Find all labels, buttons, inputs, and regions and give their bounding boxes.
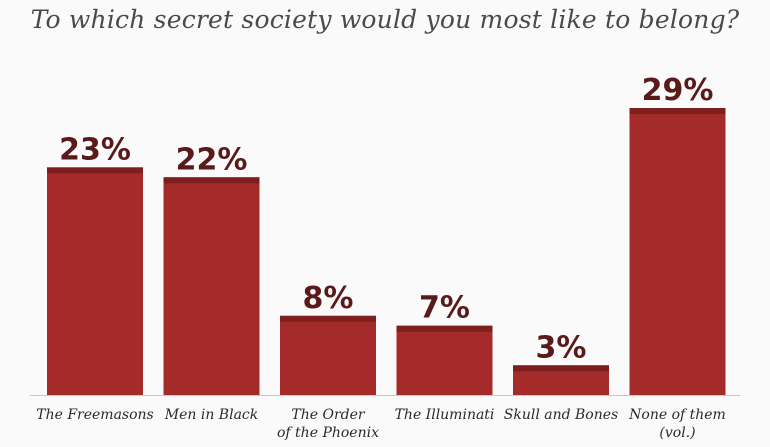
value-label: 23% <box>59 132 131 167</box>
category-label: The Illuminati <box>395 407 495 423</box>
category-label: The Order of the Phoenix <box>277 407 379 441</box>
bar-group: 29% None of them (vol.) <box>628 73 726 441</box>
category-label-line: The Illuminati <box>395 407 495 423</box>
bar-group: 7% The Illuminati <box>395 291 495 423</box>
category-label-line: of the Phoenix <box>277 425 379 441</box>
category-label-line: (vol.) <box>659 425 695 441</box>
chart-title: To which secret society would you most l… <box>30 5 740 34</box>
bar-group: 22% Men in Black <box>163 142 260 423</box>
bar <box>163 177 260 395</box>
bar-group: 23% The Freemasons <box>36 132 154 423</box>
bar-cap <box>280 315 376 322</box>
bar-group: 8% The Order of the Phoenix <box>277 281 379 441</box>
category-label-line: Skull and Bones <box>504 407 618 423</box>
value-label: 22% <box>176 142 248 177</box>
category-label-line: The Freemasons <box>36 407 154 423</box>
category-label-line: None of them <box>628 407 726 423</box>
bar-cap <box>163 177 260 184</box>
value-label: 3% <box>536 330 587 365</box>
value-label: 29% <box>642 73 714 108</box>
bar <box>396 325 493 395</box>
bar-cap <box>47 167 143 174</box>
category-label: Skull and Bones <box>504 407 618 423</box>
bar-cap <box>513 365 609 372</box>
bar <box>629 108 726 395</box>
value-label: 7% <box>419 291 470 326</box>
bar-cap <box>396 325 493 332</box>
bar-cap <box>629 108 726 114</box>
category-label-line: Men in Black <box>164 407 258 423</box>
bar <box>47 167 143 395</box>
category-label: Men in Black <box>164 407 258 423</box>
category-label: None of them (vol.) <box>628 407 726 441</box>
category-label-line: The Order <box>291 407 366 423</box>
bar <box>280 315 376 395</box>
bar-group: 3% Skull and Bones <box>504 330 618 423</box>
value-label: 8% <box>303 281 354 316</box>
category-label: The Freemasons <box>36 407 154 423</box>
